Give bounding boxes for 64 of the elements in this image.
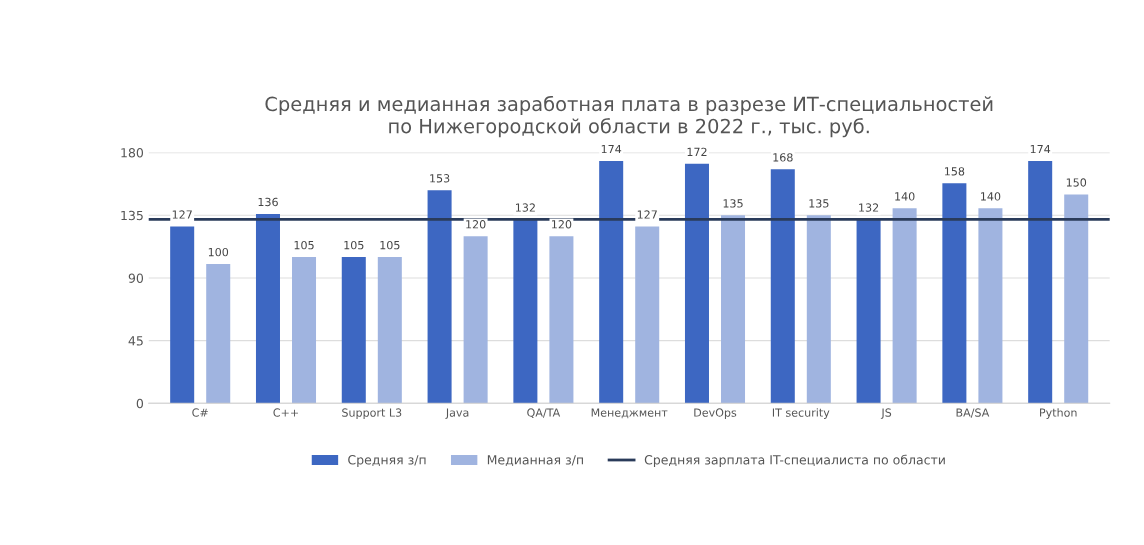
bar [377,257,402,404]
data-label: 174 [601,144,622,154]
bar [1064,194,1089,404]
data-label: 140 [981,192,1001,201]
y-tick-label: 135 [121,210,143,221]
y-tick-label: 180 [121,148,144,158]
x-tick-label: Python [1040,408,1077,419]
data-label: 168 [773,153,793,162]
data-label: 105 [344,240,364,250]
bar [721,215,746,404]
legend-label: Средняя зарплата IT-специалиста по области [644,454,945,467]
x-tick-label: DevOps [694,408,737,419]
bar [513,219,538,404]
x-tick-label: Support L3 [342,408,402,419]
data-label: 135 [723,199,743,208]
legend-label: Медианная з/п [487,455,583,467]
data-label: 158 [945,167,965,176]
x-tick-label: Java [445,408,469,419]
bar [770,169,795,404]
bar [255,213,280,404]
x-tick-label: C# [192,408,208,417]
data-label: 140 [895,192,915,201]
bar [978,208,1003,404]
chart-title: Средняя и медианная заработная плата в разрезе ИТ-специальностей по Нижегородской области в 2022 г., тыс. руб. [265,95,993,138]
x-tick-label: IT security [772,408,830,419]
bar [806,215,831,404]
bar [170,226,195,404]
data-label: 120 [552,220,572,229]
x-tick-label: QA/TA [527,408,561,419]
data-label: 132 [859,203,879,212]
data-label: 100 [208,247,229,257]
data-label: 136 [258,197,278,207]
data-label: 127 [637,210,657,219]
y-tick-label: 0 [136,398,144,409]
y-tick-label: 45 [128,336,143,346]
data-label: 127 [172,210,192,219]
data-label: 174 [1030,144,1051,154]
bar [341,257,366,404]
bar [684,163,709,404]
bar [292,257,317,404]
data-label: 120 [466,220,486,229]
y-tick-label: 90 [128,273,144,283]
bar [1028,160,1053,404]
bar [427,190,452,404]
bar [599,160,624,404]
bar [549,236,574,404]
data-label: 135 [809,199,829,208]
data-label: 150 [1066,178,1087,187]
bar [892,208,917,404]
x-tick-label: C++ [273,408,299,417]
data-label: 105 [294,240,314,250]
legend-label: Средняя з/п [348,455,426,467]
data-label: 105 [380,240,400,250]
data-label: 153 [430,174,450,183]
x-tick-label: JS [880,408,892,419]
bar [635,226,660,404]
bar [463,236,488,404]
data-label: 172 [687,147,707,156]
x-tick-label: BA/SA [956,408,990,418]
data-label: 132 [516,203,535,212]
x-tick-label: Менеджмент [591,408,668,419]
bar [856,219,881,404]
bar [206,264,231,404]
bar [942,183,967,404]
